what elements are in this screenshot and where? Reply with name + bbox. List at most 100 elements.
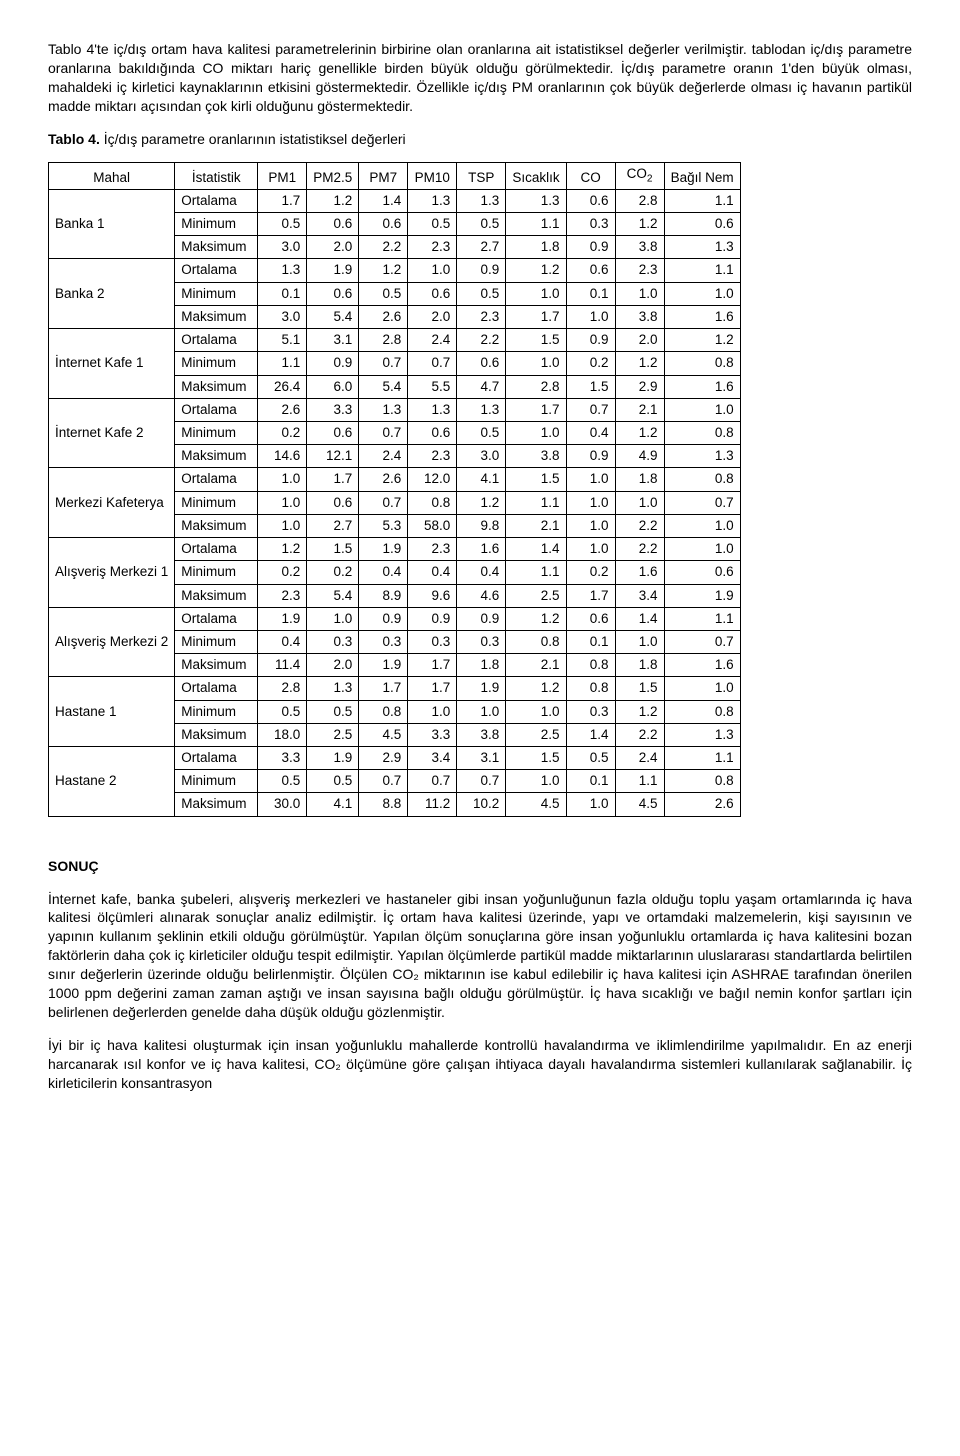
value-cell: 0.8 — [664, 700, 740, 723]
value-cell: 1.2 — [258, 538, 307, 561]
value-cell: 11.4 — [258, 654, 307, 677]
value-cell: 2.3 — [408, 538, 457, 561]
value-cell: 0.5 — [457, 282, 506, 305]
value-cell: 0.5 — [457, 213, 506, 236]
value-cell: 1.3 — [258, 259, 307, 282]
value-cell: 0.9 — [566, 236, 615, 259]
value-cell: 2.0 — [307, 654, 359, 677]
value-cell: 0.6 — [566, 189, 615, 212]
value-cell: 3.0 — [457, 445, 506, 468]
value-cell: 1.0 — [664, 514, 740, 537]
value-cell: 3.3 — [408, 723, 457, 746]
value-cell: 1.3 — [307, 677, 359, 700]
value-cell: 2.0 — [307, 236, 359, 259]
value-cell: 5.5 — [408, 375, 457, 398]
table-caption-text: İç/dış parametre oranlarının istatistiks… — [100, 131, 406, 147]
value-cell: 3.3 — [307, 398, 359, 421]
value-cell: 0.8 — [408, 491, 457, 514]
intro-paragraph: Tablo 4'te iç/dış ortam hava kalitesi pa… — [48, 40, 912, 116]
value-cell: 1.5 — [506, 329, 566, 352]
value-cell: 1.0 — [506, 352, 566, 375]
value-cell: 2.2 — [457, 329, 506, 352]
value-cell: 2.3 — [408, 445, 457, 468]
value-cell: 0.8 — [664, 770, 740, 793]
value-cell: 0.5 — [457, 421, 506, 444]
value-cell: 2.2 — [615, 723, 664, 746]
stat-cell: Ortalama — [175, 189, 258, 212]
value-cell: 10.2 — [457, 793, 506, 816]
value-cell: 1.0 — [506, 700, 566, 723]
value-cell: 2.8 — [359, 329, 408, 352]
value-cell: 0.2 — [258, 561, 307, 584]
col-pm1: PM1 — [258, 163, 307, 189]
value-cell: 2.5 — [506, 723, 566, 746]
value-cell: 1.1 — [664, 747, 740, 770]
col-co2: CO2 — [615, 163, 664, 189]
value-cell: 0.9 — [359, 607, 408, 630]
value-cell: 2.1 — [506, 514, 566, 537]
value-cell: 0.3 — [566, 700, 615, 723]
value-cell: 1.1 — [664, 259, 740, 282]
value-cell: 5.1 — [258, 329, 307, 352]
value-cell: 0.6 — [307, 282, 359, 305]
value-cell: 1.0 — [615, 282, 664, 305]
value-cell: 2.6 — [359, 468, 408, 491]
value-cell: 0.2 — [566, 352, 615, 375]
value-cell: 3.8 — [457, 723, 506, 746]
value-cell: 0.5 — [359, 282, 408, 305]
stat-cell: Minimum — [175, 700, 258, 723]
stat-cell: Maksimum — [175, 514, 258, 537]
value-cell: 1.0 — [615, 630, 664, 653]
value-cell: 3.1 — [457, 747, 506, 770]
value-cell: 2.7 — [457, 236, 506, 259]
value-cell: 2.1 — [506, 654, 566, 677]
value-cell: 14.6 — [258, 445, 307, 468]
table-row: Merkezi KafeteryaOrtalama1.01.72.612.04.… — [49, 468, 741, 491]
table-row: Banka 2Ortalama1.31.91.21.00.91.20.62.31… — [49, 259, 741, 282]
value-cell: 2.0 — [615, 329, 664, 352]
value-cell: 1.0 — [258, 468, 307, 491]
stat-cell: Maksimum — [175, 236, 258, 259]
value-cell: 0.3 — [408, 630, 457, 653]
value-cell: 1.3 — [408, 189, 457, 212]
value-cell: 1.0 — [566, 305, 615, 328]
value-cell: 3.8 — [506, 445, 566, 468]
value-cell: 0.9 — [566, 445, 615, 468]
value-cell: 1.7 — [408, 677, 457, 700]
stat-cell: Maksimum — [175, 793, 258, 816]
value-cell: 0.1 — [258, 282, 307, 305]
value-cell: 0.6 — [307, 213, 359, 236]
table-row: İnternet Kafe 2Ortalama2.63.31.31.31.31.… — [49, 398, 741, 421]
value-cell: 8.9 — [359, 584, 408, 607]
value-cell: 5.4 — [359, 375, 408, 398]
value-cell: 0.2 — [307, 561, 359, 584]
col-istatistik: İstatistik — [175, 163, 258, 189]
table-row: Alışveriş Merkezi 1Ortalama1.21.51.92.31… — [49, 538, 741, 561]
table-row: Hastane 1Ortalama2.81.31.71.71.91.20.81.… — [49, 677, 741, 700]
value-cell: 1.0 — [566, 538, 615, 561]
value-cell: 1.3 — [664, 445, 740, 468]
value-cell: 1.2 — [615, 352, 664, 375]
value-cell: 0.5 — [307, 770, 359, 793]
value-cell: 0.6 — [307, 491, 359, 514]
value-cell: 2.4 — [359, 445, 408, 468]
col-sicaklik: Sıcaklık — [506, 163, 566, 189]
value-cell: 1.0 — [506, 282, 566, 305]
value-cell: 8.8 — [359, 793, 408, 816]
value-cell: 5.3 — [359, 514, 408, 537]
value-cell: 1.7 — [359, 677, 408, 700]
value-cell: 0.7 — [359, 421, 408, 444]
value-cell: 0.5 — [307, 700, 359, 723]
value-cell: 58.0 — [408, 514, 457, 537]
value-cell: 2.1 — [615, 398, 664, 421]
value-cell: 3.4 — [615, 584, 664, 607]
value-cell: 11.2 — [408, 793, 457, 816]
value-cell: 9.8 — [457, 514, 506, 537]
value-cell: 1.0 — [566, 793, 615, 816]
value-cell: 2.9 — [359, 747, 408, 770]
value-cell: 0.6 — [664, 213, 740, 236]
value-cell: 1.7 — [506, 305, 566, 328]
value-cell: 1.8 — [615, 654, 664, 677]
value-cell: 1.6 — [664, 654, 740, 677]
value-cell: 0.7 — [664, 630, 740, 653]
